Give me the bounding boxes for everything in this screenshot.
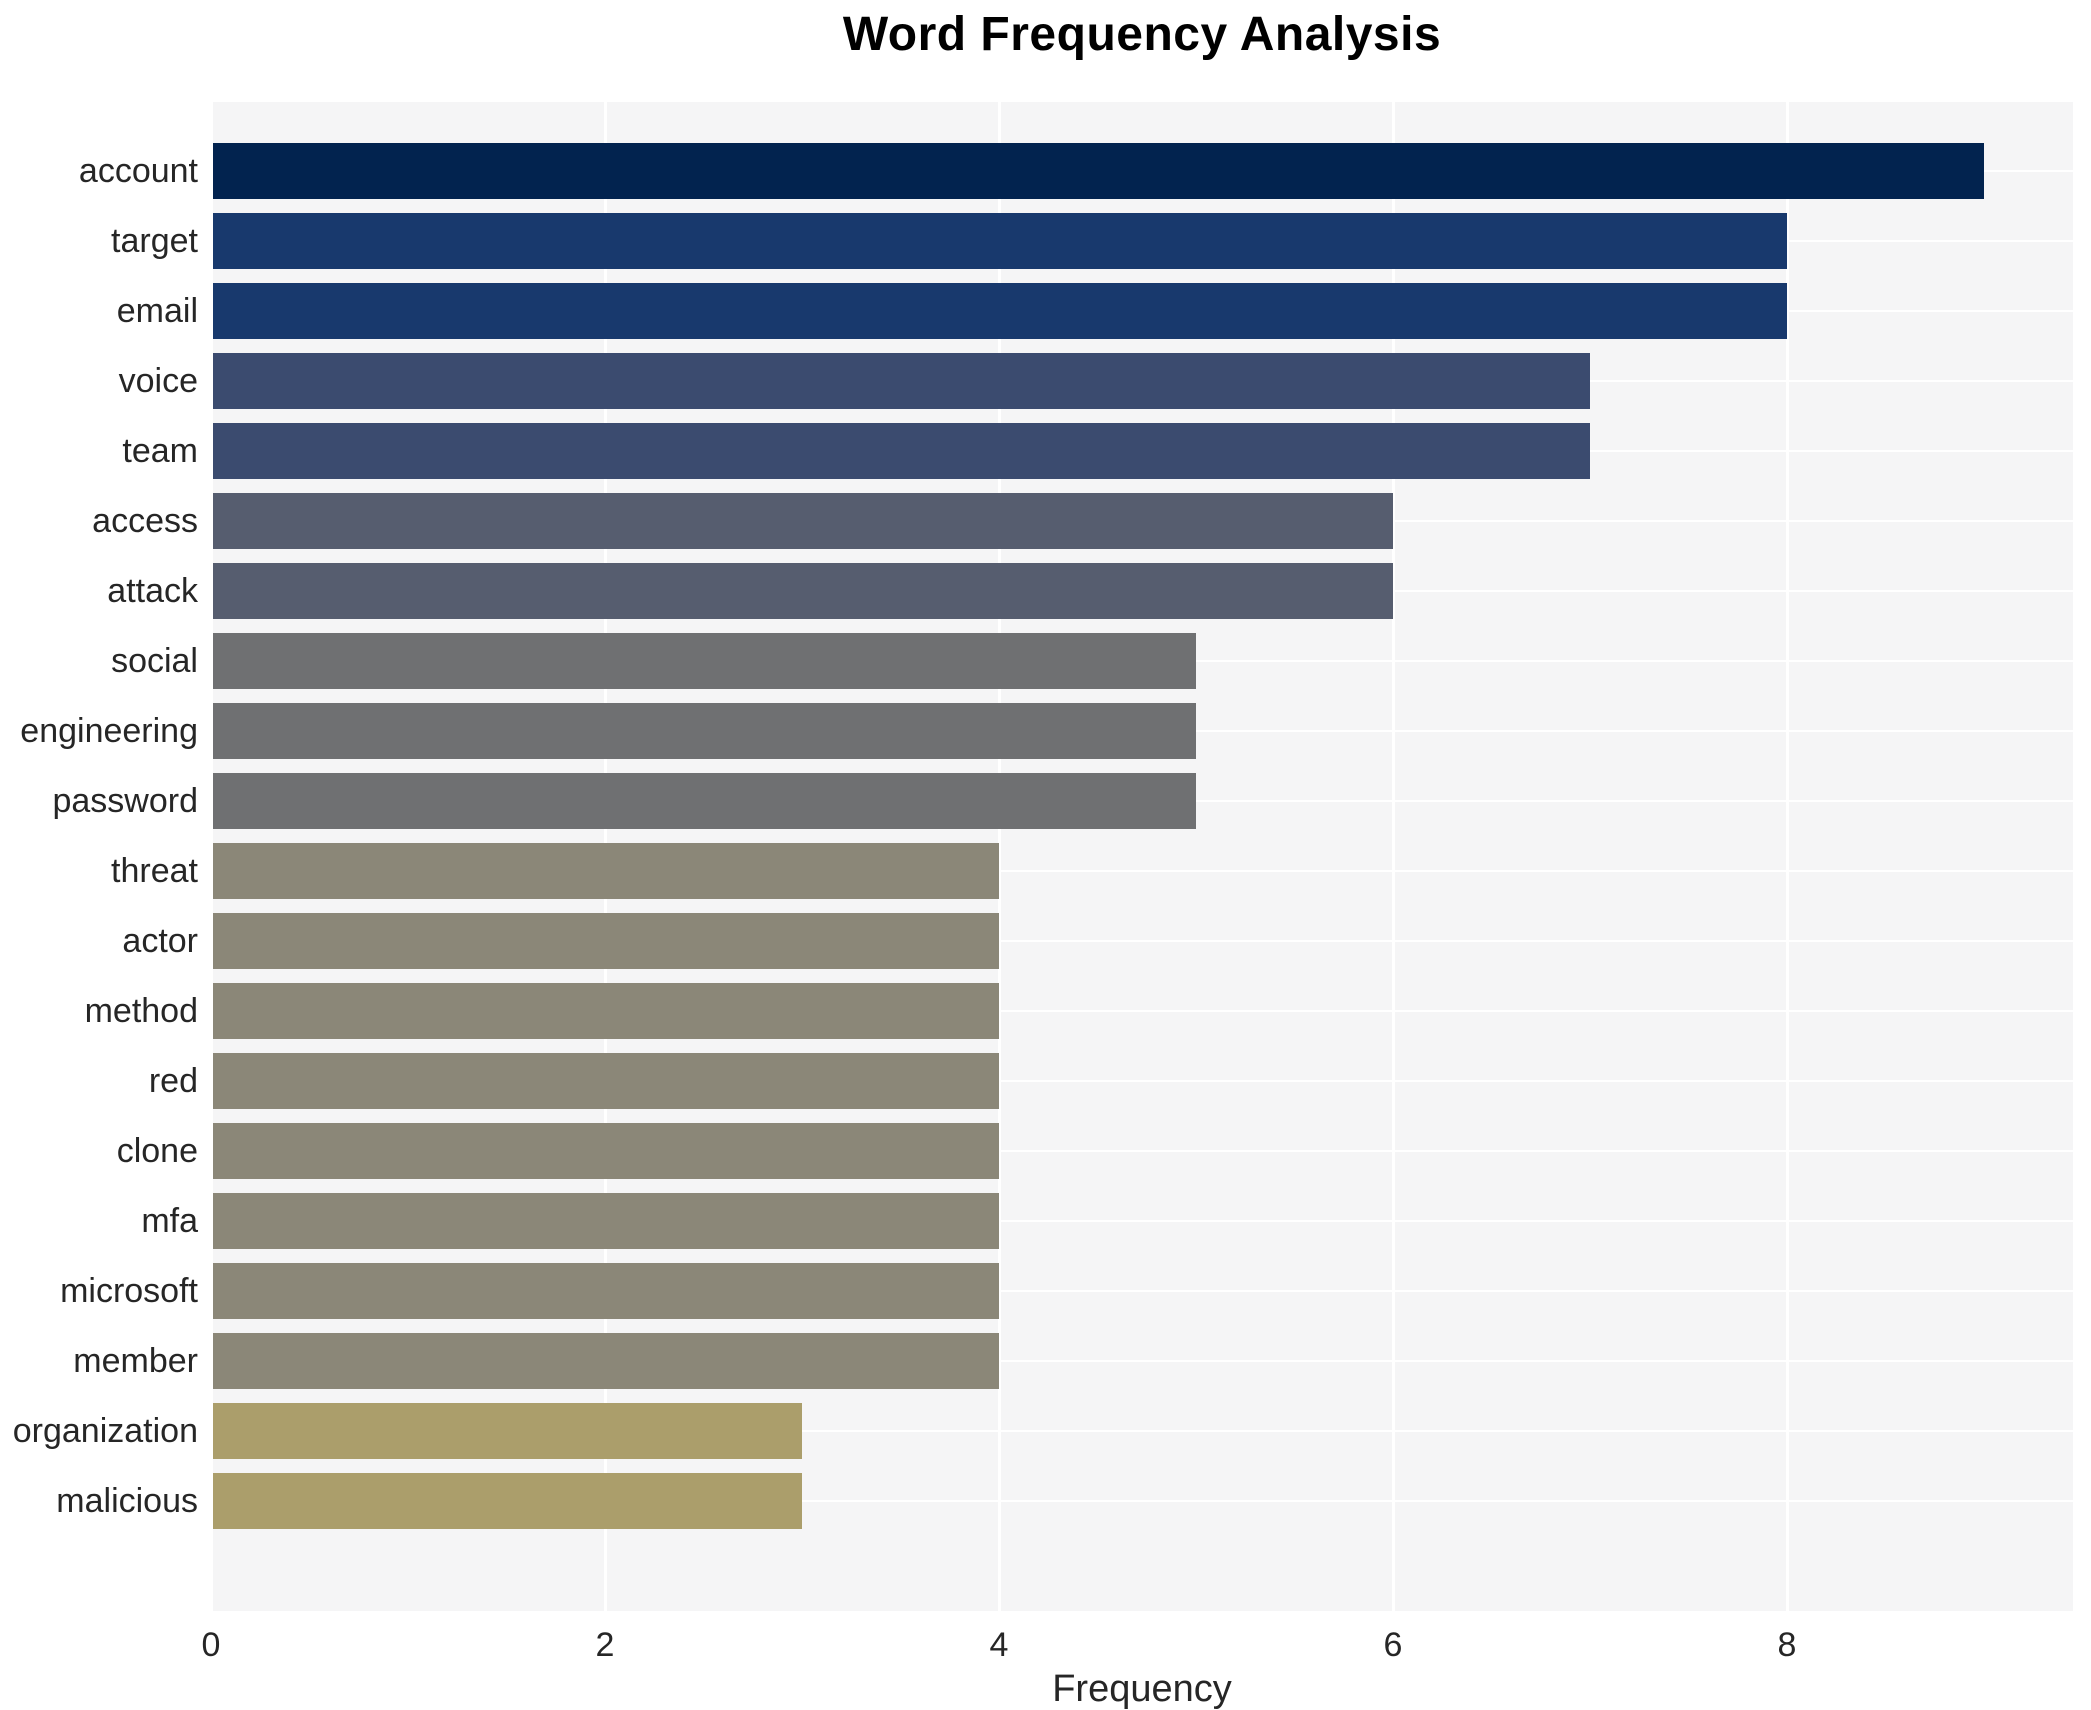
y-tick-label-password: password bbox=[52, 782, 198, 820]
y-tick-label-engineering: engineering bbox=[20, 712, 198, 750]
y-tick-label-account: account bbox=[78, 152, 198, 190]
x-tick-label: 2 bbox=[595, 1626, 615, 1664]
y-gridline bbox=[211, 1290, 2073, 1292]
bar-actor bbox=[213, 913, 999, 969]
bar-account bbox=[213, 143, 1984, 199]
y-tick-label-malicious: malicious bbox=[56, 1482, 198, 1520]
y-gridline bbox=[211, 1220, 2073, 1222]
plot-area bbox=[210, 102, 2073, 1611]
x-gridline bbox=[1392, 102, 1395, 1611]
x-tick-label: 6 bbox=[1383, 1626, 1403, 1664]
bar-target bbox=[213, 213, 1787, 269]
bar-password bbox=[213, 773, 1196, 829]
x-tick-label: 4 bbox=[989, 1626, 1009, 1664]
y-gridline bbox=[211, 1360, 2073, 1362]
x-gridline bbox=[998, 102, 1001, 1611]
bar-mfa bbox=[213, 1193, 999, 1249]
y-tick-label-voice: voice bbox=[118, 362, 198, 400]
y-gridline bbox=[211, 1500, 2073, 1502]
bar-attack bbox=[213, 563, 1393, 619]
chart-title: Word Frequency Analysis bbox=[842, 8, 1442, 61]
y-tick-label-team: team bbox=[122, 432, 198, 470]
y-tick-label-actor: actor bbox=[122, 922, 198, 960]
y-tick-label-access: access bbox=[92, 502, 198, 540]
y-tick-label-red: red bbox=[148, 1062, 198, 1100]
y-gridline bbox=[211, 1010, 2073, 1012]
y-tick-label-social: social bbox=[111, 642, 198, 680]
y-tick-label-target: target bbox=[111, 222, 198, 260]
y-gridline bbox=[211, 1080, 2073, 1082]
bar-clone bbox=[213, 1123, 999, 1179]
x-gridline bbox=[210, 102, 213, 1611]
bar-team bbox=[213, 423, 1590, 479]
bar-threat bbox=[213, 843, 999, 899]
y-gridline bbox=[211, 1430, 2073, 1432]
bar-engineering bbox=[213, 703, 1196, 759]
y-tick-label-organization: organization bbox=[12, 1412, 198, 1450]
bar-malicious bbox=[213, 1473, 802, 1529]
x-tick-label: 8 bbox=[1777, 1626, 1797, 1664]
bar-microsoft bbox=[213, 1263, 999, 1319]
bar-organization bbox=[213, 1403, 802, 1459]
x-axis-title: Frequency bbox=[1052, 1668, 1232, 1710]
bar-method bbox=[213, 983, 999, 1039]
bar-email bbox=[213, 283, 1787, 339]
bar-red bbox=[213, 1053, 999, 1109]
y-tick-label-threat: threat bbox=[111, 852, 198, 890]
bar-social bbox=[213, 633, 1196, 689]
bar-access bbox=[213, 493, 1393, 549]
y-gridline bbox=[211, 940, 2073, 942]
x-gridline bbox=[1786, 102, 1789, 1611]
x-tick-label: 0 bbox=[201, 1626, 221, 1664]
y-tick-label-mfa: mfa bbox=[141, 1202, 198, 1240]
y-tick-label-email: email bbox=[116, 292, 198, 330]
y-tick-label-clone: clone bbox=[116, 1132, 198, 1170]
y-tick-label-method: method bbox=[84, 992, 198, 1030]
y-tick-label-member: member bbox=[73, 1342, 198, 1380]
bar-member bbox=[213, 1333, 999, 1389]
y-tick-label-microsoft: microsoft bbox=[60, 1272, 198, 1310]
y-gridline bbox=[211, 1150, 2073, 1152]
y-gridline bbox=[211, 870, 2073, 872]
y-tick-label-attack: attack bbox=[107, 572, 198, 610]
bar-voice bbox=[213, 353, 1590, 409]
